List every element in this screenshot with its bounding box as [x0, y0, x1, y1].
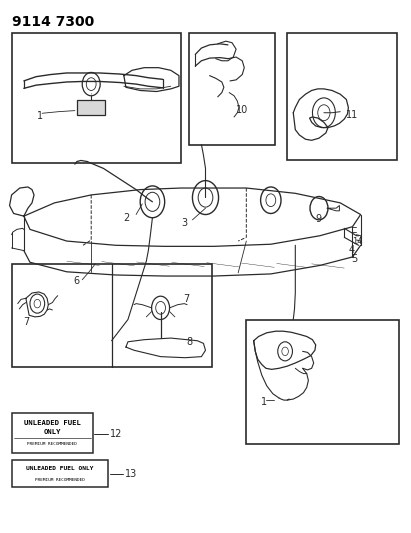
Text: 9: 9 — [316, 214, 322, 224]
Bar — [189, 33, 275, 144]
Text: 2: 2 — [124, 213, 130, 223]
Text: UNLEADED FUEL: UNLEADED FUEL — [24, 421, 81, 426]
Bar — [12, 460, 108, 487]
Text: UNLEADED FUEL ONLY: UNLEADED FUEL ONLY — [26, 466, 93, 471]
Bar — [12, 414, 93, 453]
Text: 13: 13 — [125, 470, 137, 479]
Text: 12: 12 — [110, 429, 122, 439]
Text: 14: 14 — [352, 237, 362, 246]
Text: 11: 11 — [346, 110, 358, 120]
Text: 7: 7 — [183, 294, 189, 304]
Bar — [287, 33, 397, 160]
Text: 7: 7 — [23, 317, 29, 327]
Text: 4: 4 — [349, 245, 355, 255]
Bar — [12, 33, 181, 163]
Bar — [246, 319, 399, 444]
Text: 6: 6 — [74, 276, 80, 286]
Bar — [77, 100, 106, 115]
Text: 5: 5 — [352, 254, 358, 263]
Text: 1: 1 — [261, 397, 267, 407]
Text: 1: 1 — [37, 111, 44, 122]
Text: PREMIUM RECOMMENDED: PREMIUM RECOMMENDED — [35, 478, 85, 482]
Text: 9114 7300: 9114 7300 — [12, 14, 94, 29]
Text: PREMIUM RECOMMENDED: PREMIUM RECOMMENDED — [28, 442, 77, 447]
Text: ONLY: ONLY — [44, 430, 61, 435]
Text: 3: 3 — [181, 218, 187, 228]
Text: 10: 10 — [236, 104, 248, 115]
Bar — [12, 264, 212, 367]
Text: 8: 8 — [186, 337, 192, 347]
